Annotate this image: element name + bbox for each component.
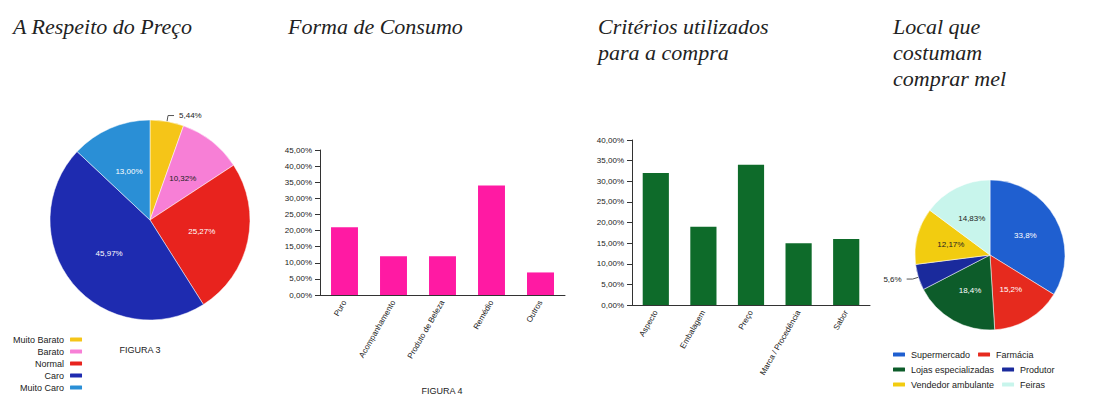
svg-text:Remédio: Remédio — [472, 298, 496, 331]
svg-text:Muito Caro: Muito Caro — [20, 383, 64, 393]
svg-text:5,00%: 5,00% — [289, 274, 312, 283]
svg-text:Lojas especializadas: Lojas especializadas — [911, 365, 995, 375]
svg-text:5,44%: 5,44% — [179, 111, 202, 120]
svg-text:Produto de Beleza: Produto de Beleza — [406, 298, 447, 360]
svg-text:A Respeito do Preço: A Respeito do Preço — [11, 14, 192, 39]
svg-text:13,00%: 13,00% — [115, 167, 142, 176]
svg-text:Caro: Caro — [45, 371, 65, 381]
svg-text:para a compra: para a compra — [596, 40, 729, 65]
svg-text:0,00%: 0,00% — [601, 301, 624, 310]
svg-text:10,00%: 10,00% — [285, 258, 312, 267]
svg-text:30,00%: 30,00% — [597, 177, 624, 186]
svg-text:20,00%: 20,00% — [597, 218, 624, 227]
svg-text:25,27%: 25,27% — [188, 227, 215, 236]
svg-text:Outros: Outros — [525, 299, 545, 324]
svg-text:0,00%: 0,00% — [289, 291, 312, 300]
svg-text:10,32%: 10,32% — [169, 174, 196, 183]
svg-text:35,00%: 35,00% — [597, 156, 624, 165]
svg-text:Acompanhamento: Acompanhamento — [357, 298, 397, 359]
svg-text:12,17%: 12,17% — [937, 240, 964, 249]
svg-text:25,00%: 25,00% — [597, 197, 624, 206]
svg-text:35,00%: 35,00% — [285, 178, 312, 187]
svg-text:FIGURA 3: FIGURA 3 — [119, 345, 160, 355]
svg-text:Forma de Consumo: Forma de Consumo — [287, 14, 463, 39]
svg-text:Supermercado: Supermercado — [911, 350, 970, 360]
svg-text:Feiras: Feiras — [1020, 380, 1046, 390]
svg-text:15,2%: 15,2% — [999, 285, 1022, 294]
svg-text:18,4%: 18,4% — [959, 286, 982, 295]
svg-text:Produtor: Produtor — [1020, 365, 1055, 375]
svg-text:45,00%: 45,00% — [285, 146, 312, 155]
svg-text:Vendedor ambulante: Vendedor ambulante — [911, 380, 994, 390]
svg-text:25,00%: 25,00% — [285, 210, 312, 219]
svg-text:Puro: Puro — [332, 298, 349, 318]
svg-text:Critérios utilizados: Critérios utilizados — [598, 14, 769, 39]
svg-text:5,00%: 5,00% — [601, 280, 624, 289]
svg-text:40,00%: 40,00% — [285, 162, 312, 171]
svg-text:Farmácia: Farmácia — [996, 350, 1034, 360]
svg-text:Preço: Preço — [737, 308, 756, 331]
svg-text:30,00%: 30,00% — [285, 194, 312, 203]
svg-text:40,00%: 40,00% — [597, 136, 624, 145]
svg-text:Sabor: Sabor — [832, 308, 851, 331]
svg-text:45,97%: 45,97% — [96, 249, 123, 258]
svg-text:33,8%: 33,8% — [1014, 231, 1037, 240]
svg-text:15,00%: 15,00% — [285, 242, 312, 251]
svg-text:14,83%: 14,83% — [958, 214, 985, 223]
svg-text:5,6%: 5,6% — [883, 275, 901, 284]
svg-text:20,00%: 20,00% — [285, 226, 312, 235]
svg-text:comprar mel: comprar mel — [893, 66, 1006, 91]
svg-text:Local que: Local que — [892, 14, 981, 39]
svg-text:Marca / Procedência: Marca / Procedência — [758, 308, 803, 376]
svg-text:10,00%: 10,00% — [597, 259, 624, 268]
svg-text:Normal: Normal — [35, 359, 64, 369]
svg-text:FIGURA 4: FIGURA 4 — [421, 386, 462, 396]
svg-text:Embalagem: Embalagem — [678, 308, 707, 350]
svg-text:costumam: costumam — [893, 40, 982, 65]
svg-text:Muito Barato: Muito Barato — [13, 335, 64, 345]
svg-text:Aspecto: Aspecto — [637, 308, 659, 338]
svg-text:Barato: Barato — [37, 347, 64, 357]
svg-text:15,00%: 15,00% — [597, 239, 624, 248]
